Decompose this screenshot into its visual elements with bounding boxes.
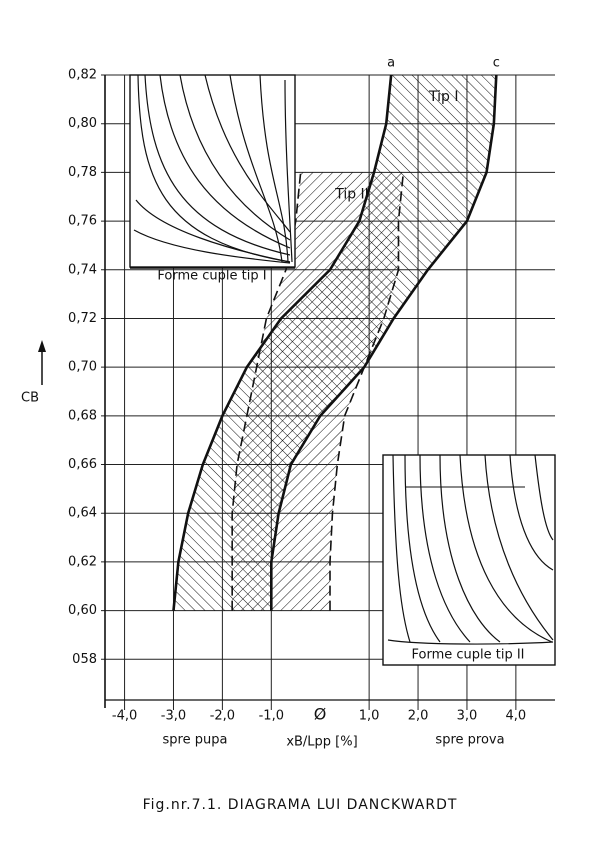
- y-tick-label: 0,64: [68, 506, 97, 521]
- x-axis-label: xB/Lpp [%]: [286, 735, 357, 750]
- x-tick-label: -2,0: [210, 709, 235, 724]
- curve-label: c: [493, 56, 500, 71]
- x-tick-label: -1,0: [259, 709, 284, 724]
- y-tick-label: 058: [72, 652, 97, 667]
- y-tick-label: 0,60: [68, 603, 97, 618]
- y-tick-label: 0,68: [68, 408, 97, 423]
- y-tick-label: 0,80: [68, 116, 97, 131]
- y-tick-label: 0,74: [68, 262, 97, 277]
- zero-symbol: Ø: [314, 705, 327, 724]
- x-note: spre prova: [435, 733, 504, 748]
- band-label: Tip I: [428, 89, 458, 105]
- x-tick-label: 1,0: [359, 709, 380, 724]
- x-tick-label: 2,0: [408, 709, 429, 724]
- y-tick-label: 0,72: [68, 311, 97, 326]
- y-tick-label: 0,66: [68, 457, 97, 472]
- band-boundary: [329, 172, 405, 611]
- band-label: Tip II: [334, 186, 369, 202]
- x-note: spre pupa: [163, 733, 228, 748]
- y-tick-label: 0,78: [68, 165, 97, 180]
- x-tick-label: 4,0: [506, 709, 527, 724]
- y-tick-label: 0,70: [68, 360, 97, 375]
- curve-label: a: [387, 56, 395, 71]
- caption: Fig.nr.7.1. DIAGRAMA LUI DANCKWARDT: [143, 797, 458, 813]
- x-tick-label: 3,0: [457, 709, 478, 724]
- y-tick-label: 0,82: [68, 68, 97, 83]
- y-tick-label: 0,62: [68, 554, 97, 569]
- inset-tip-2: [382, 454, 556, 666]
- x-tick-label: -3,0: [161, 709, 186, 724]
- plot-area: [101, 74, 555, 710]
- y-axis-label: CB: [21, 391, 39, 406]
- y-tick-label: 0,76: [68, 214, 97, 229]
- inset-tip-1: [129, 74, 296, 269]
- y-arrow-head: [38, 340, 46, 352]
- inset-label: Forme cuple tip II: [411, 648, 524, 663]
- x-tick-label: -4,0: [112, 709, 137, 724]
- inset-label: Forme cuple tip I: [157, 269, 266, 284]
- band-fill: [232, 172, 404, 611]
